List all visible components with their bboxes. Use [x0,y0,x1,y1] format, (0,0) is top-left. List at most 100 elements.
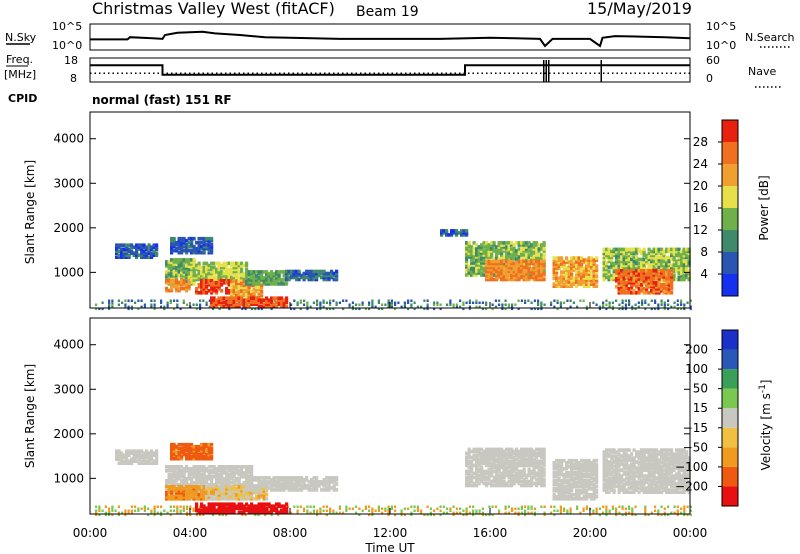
heatmap-cell [607,273,611,278]
heatmap-cell [410,511,413,515]
heatmap-cell [186,507,189,510]
heatmap-cell [215,502,219,506]
heatmap-cell [156,505,159,508]
heatmap-cell [470,251,474,255]
heatmap-cell [542,271,546,276]
heatmap-cell [677,275,681,280]
heatmap-cell [285,484,289,488]
heatmap-cell [319,305,322,309]
heatmap-cell [147,255,151,259]
heatmap-cell [517,511,520,515]
heatmap-cell [579,299,582,302]
heatmap-cell [232,291,236,296]
heatmap-cell [680,269,684,274]
heatmap-cell [250,469,254,473]
heatmap-cell [429,507,432,510]
heatmap-cell [540,261,544,266]
heatmap-cell [172,260,176,264]
heatmap-cell [240,283,244,288]
heatmap-cell [235,285,239,290]
heatmap-cell [175,272,179,276]
heatmap-cell [172,450,176,455]
heatmap-cell [199,299,202,302]
heatmap-cell [342,307,345,311]
heatmap-cell [657,291,661,295]
heatmap-cell [232,283,236,288]
heatmap-cell [635,265,639,270]
heatmap-cell [390,505,393,508]
heatmap-cell [632,261,636,266]
heatmap-cell [687,255,691,260]
heatmap-cell [647,281,651,285]
heatmap-cell [240,504,244,508]
heatmap-cell [517,259,521,264]
heatmap-cell [205,244,209,249]
heatmap-cell [475,461,479,466]
heatmap-cell [195,465,199,469]
heatmap-cell [620,271,624,275]
heatmap-cell [505,451,509,456]
heatmap-cell [217,285,221,289]
heatmap-cell [495,453,499,458]
heatmap-cell [505,471,509,476]
heatmap-cell [515,249,519,253]
heatmap-cell [525,277,529,282]
heatmap-cell [202,481,206,485]
heatmap-cell [232,504,236,508]
heatmap-cell [177,467,181,471]
nsky-tick-bottom: 10^0 [52,39,82,52]
heatmap-cell [197,248,201,253]
heatmap-cell [169,299,172,302]
heatmap-cell [108,303,111,306]
heatmap-cell [562,284,566,288]
heatmap-cell [504,505,507,508]
heatmap-cell [175,477,179,481]
heatmap-cell [172,262,176,266]
heatmap-cell [504,299,507,302]
heatmap-cell [325,482,329,486]
heatmap-cell [565,272,569,276]
heatmap-cell [197,485,201,489]
heatmap-cell [655,259,659,264]
heatmap-cell [364,307,367,311]
heatmap-cell [429,513,432,517]
heatmap-cell [207,238,211,243]
heatmap-cell [142,255,146,259]
heatmap-cell [247,280,251,284]
heatmap-cell [325,513,328,517]
heatmap-cell [237,296,241,300]
heatmap-cell [662,265,666,270]
heatmap-cell [247,272,251,276]
heatmap-cell [602,265,606,270]
heatmap-cell [673,305,676,309]
heatmap-cell [217,495,221,499]
heatmap-cell [540,247,544,251]
heatmap-cell [240,289,244,294]
heatmap-cell [235,265,239,270]
heatmap-cell [677,271,681,276]
heatmap-cell [230,283,234,288]
heatmap-cell [175,262,179,266]
heatmap-cell [540,245,544,249]
heatmap-cell [135,459,139,463]
heatmap-cell [254,513,257,517]
heatmap-cell [485,271,489,276]
heatmap-cell [115,245,119,249]
heatmap-cell [237,479,241,483]
heatmap-cell [537,259,541,264]
heatmap-cell [187,236,191,241]
heatmap-cell [176,507,179,510]
heatmap-cell [515,263,519,268]
heatmap-cell [631,513,634,517]
heatmap-cell [540,243,544,247]
heatmap-cell [630,291,634,295]
heatmap-cell [595,266,599,270]
heatmap-cell [627,271,631,275]
heatmap-cell [140,245,144,249]
heatmap-cell [182,248,186,253]
heatmap-cell [155,451,159,455]
heatmap-cell [205,269,209,274]
heatmap-cell [287,275,291,280]
heatmap-cell [295,271,299,276]
heatmap-cell [368,303,371,306]
